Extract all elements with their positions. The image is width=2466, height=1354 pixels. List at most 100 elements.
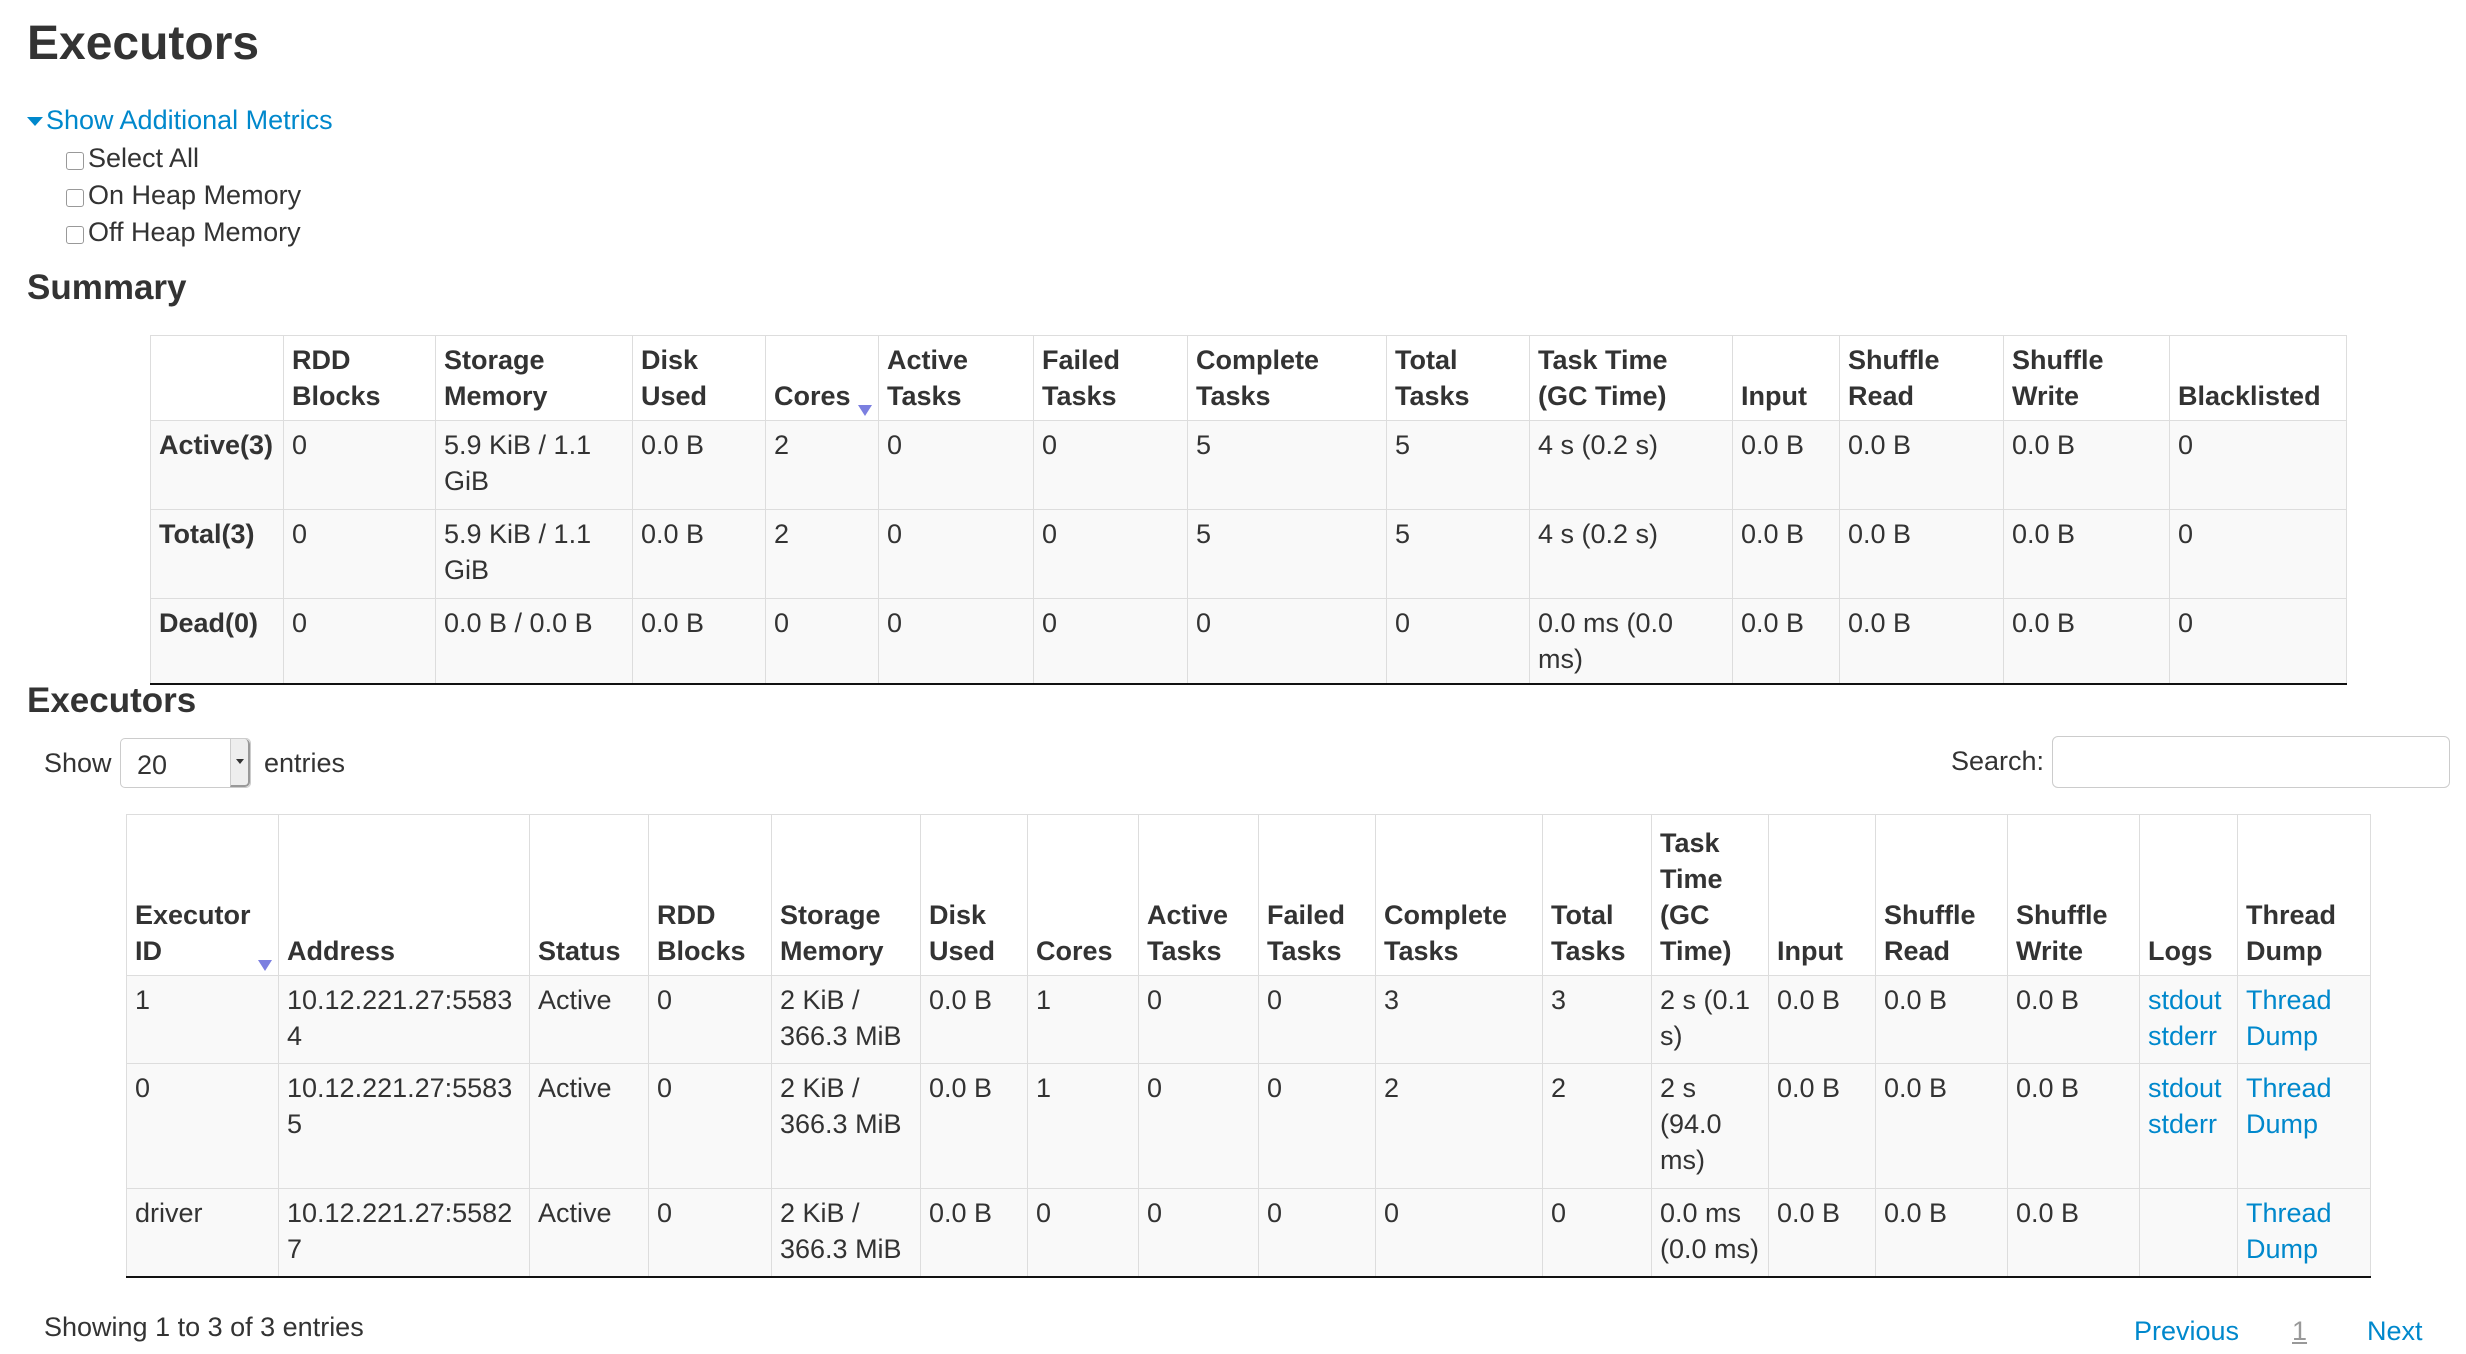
summary-cell: 0 [1386,598,1530,685]
summary-col-total-tasks[interactable]: Total Tasks [1386,335,1530,421]
col-cores[interactable]: Cores [1027,814,1139,976]
cell-thread-dump: Thread Dump [2237,975,2371,1064]
summary-cell: 0 [2169,509,2347,599]
summary-cell: 0.0 B [632,598,766,685]
col-task-time-gc-time[interactable]: Task Time (GC Time) [1651,814,1769,976]
col-input[interactable]: Input [1768,814,1876,976]
checkbox-label: Off Heap Memory [88,217,301,247]
thread-dump-link[interactable]: Thread Dump [2246,1073,2332,1139]
page-size-select[interactable]: 20 [120,738,251,788]
pagination-page-1[interactable]: 1 [2292,1316,2308,1346]
summary-col-rdd-blocks[interactable]: RDD Blocks [283,335,436,421]
cell-status: Active [529,1063,649,1189]
summary-col-failed-tasks[interactable]: Failed Tasks [1033,335,1188,421]
show-additional-metrics-toggle[interactable]: Show Additional Metrics [27,102,333,138]
summary-row: Dead(0) 0 0.0 B / 0.0 B 0.0 B 0 0 0 0 0 0.0 ms (0… [150,598,2347,685]
column-label: Status [538,936,621,966]
col-shuffle-write[interactable]: Shuffle Write [2007,814,2140,976]
summary-col-shuffle-write[interactable]: Shuffle Write [2003,335,2170,421]
column-label: Input [1777,936,1843,966]
cell-total-tasks: 3 [1542,975,1652,1064]
cell-task-time-gc-time: 0.0 ms (0.0 ms) [1651,1188,1769,1278]
log-link-stderr[interactable]: stderr [2148,1021,2218,1051]
col-status[interactable]: Status [529,814,649,976]
summary-cell: 0 [878,420,1034,510]
summary-cell: 0 [283,598,436,685]
cell-thread-dump: Thread Dump [2237,1188,2371,1278]
cell-address: 10.12.221.27:55835 [278,1063,530,1189]
thread-dump-link[interactable]: Thread Dump [2246,1198,2332,1264]
summary-cell: 0 [1187,598,1387,685]
col-rdd-blocks[interactable]: RDD Blocks [648,814,772,976]
col-executor-id[interactable]: Executor ID [126,814,279,976]
summary-cell: 0.0 B [2003,598,2170,685]
summary-col-shuffle-read[interactable]: Shuffle Read [1839,335,2004,421]
summary-cell: 0.0 B [2003,420,2170,510]
checkbox-label: On Heap Memory [88,180,302,210]
search-input[interactable] [2052,736,2450,788]
summary-cell: 0 [1033,598,1188,685]
summary-col-complete-tasks[interactable]: Complete Tasks [1187,335,1387,421]
cell-complete-tasks: 0 [1375,1188,1543,1278]
caret-down-icon [27,117,43,127]
cell-failed-tasks: 0 [1258,1063,1376,1189]
col-total-tasks[interactable]: Total Tasks [1542,814,1652,976]
col-active-tasks[interactable]: Active Tasks [1138,814,1259,976]
table-info: Showing 1 to 3 of 3 entries [44,1312,364,1342]
log-link-stdout[interactable]: stdout [2148,1073,2222,1103]
checkbox-off-heap-memory[interactable]: Off Heap Memory [66,214,301,250]
col-thread-dump[interactable]: Thread Dump [2237,814,2371,976]
column-label: Storage Memory [780,900,884,966]
log-link-stderr[interactable]: stderr [2148,1109,2218,1139]
executors-table: Executor ID Address Status RDD Blocks Storag… [126,814,2371,1278]
checkbox-on-heap-memory[interactable]: On Heap Memory [66,177,301,213]
cell-executor-id: 0 [126,1063,279,1189]
summary-cell: 0.0 B [1732,598,1840,685]
column-label: Cores [774,381,851,411]
summary-col-task-time-gc-time[interactable]: Task Time (GC Time) [1529,335,1733,421]
cell-logs: stdout stderr [2139,975,2238,1064]
summary-col-input[interactable]: Input [1732,335,1840,421]
cell-executor-id: 1 [126,975,279,1064]
summary-col-disk-used[interactable]: Disk Used [632,335,766,421]
row-label: Total(3) [150,509,284,599]
cell-shuffle-read: 0.0 B [1875,1063,2008,1189]
cell-shuffle-read: 0.0 B [1875,975,2008,1064]
column-label: Shuffle Read [1848,345,1940,411]
pagination-previous[interactable]: Previous [2134,1316,2240,1346]
cell-complete-tasks: 3 [1375,975,1543,1064]
column-label: Complete Tasks [1196,345,1320,411]
column-label: Active Tasks [1147,900,1229,966]
checkbox-icon[interactable] [66,189,84,207]
cell-cores: 1 [1027,1063,1139,1189]
col-logs[interactable]: Logs [2139,814,2238,976]
summary-col-blacklisted[interactable]: Blacklisted [2169,335,2347,421]
cell-active-tasks: 0 [1138,1063,1259,1189]
col-shuffle-read[interactable]: Shuffle Read [1875,814,2008,976]
cell-total-tasks: 0 [1542,1188,1652,1278]
cell-rdd-blocks: 0 [648,1188,772,1278]
col-complete-tasks[interactable]: Complete Tasks [1375,814,1543,976]
chevron-down-icon[interactable] [230,739,250,787]
col-disk-used[interactable]: Disk Used [920,814,1028,976]
summary-col-storage-memory[interactable]: Storage Memory [435,335,633,421]
cell-logs: stdout stderr [2139,1063,2238,1189]
cell-status: Active [529,975,649,1064]
col-address[interactable]: Address [278,814,530,976]
entries-label: entries [264,748,346,778]
thread-dump-link[interactable]: Thread Dump [2246,985,2332,1051]
cell-rdd-blocks: 0 [648,1063,772,1189]
cell-status: Active [529,1188,649,1278]
pagination-next[interactable]: Next [2367,1316,2423,1346]
col-storage-memory[interactable]: Storage Memory [771,814,921,976]
col-failed-tasks[interactable]: Failed Tasks [1258,814,1376,976]
summary-col-cores[interactable]: Cores [765,335,879,421]
cell-active-tasks: 0 [1138,1188,1259,1278]
checkbox-icon[interactable] [66,226,84,244]
summary-col-active-tasks[interactable]: Active Tasks [878,335,1034,421]
checkbox-select-all[interactable]: Select All [66,140,199,176]
summary-col-blank[interactable] [150,335,284,421]
checkbox-icon[interactable] [66,152,84,170]
log-link-stdout[interactable]: stdout [2148,985,2222,1015]
